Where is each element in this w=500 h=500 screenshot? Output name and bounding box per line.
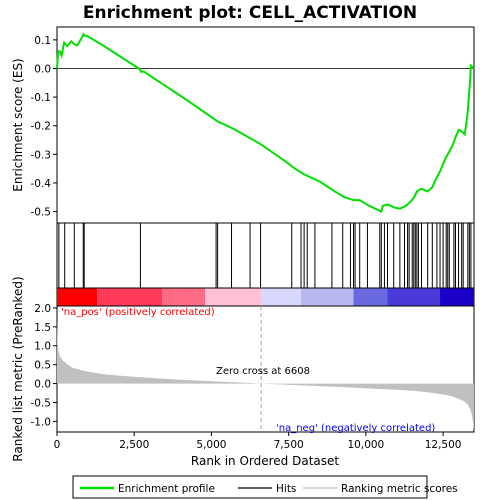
- heat-segment: [261, 288, 302, 306]
- metric-plot-area: [56, 305, 475, 433]
- chart-title: Enrichment plot: CELL_ACTIVATION: [83, 3, 417, 23]
- metric-ytick-label: 1.0: [34, 341, 51, 353]
- x-tick-label: 5,000: [196, 439, 226, 451]
- es-ytick-label: -0.3: [31, 149, 52, 161]
- es-ytick-label: -0.1: [31, 92, 52, 104]
- es-ytick-label: 0.1: [34, 35, 51, 47]
- legend-profile-label: Enrichment profile: [118, 483, 215, 495]
- es-panel: 0.1 0.0 -0.1 -0.2 -0.3 -0.4 -0.5: [31, 26, 475, 224]
- legend: Enrichment profile Hits Ranking metric s…: [72, 475, 458, 499]
- legend-box: [72, 475, 428, 499]
- heat-segment: [57, 288, 98, 306]
- heat-segment: [301, 288, 354, 306]
- metric-ytick-label: 0.5: [34, 360, 51, 372]
- metric-ytick-label: -0.5: [31, 397, 52, 409]
- metric-ytick-label: -1.0: [31, 416, 52, 428]
- es-ytick-label: 0.0: [34, 63, 51, 75]
- es-ytick-label: -0.4: [31, 178, 52, 190]
- pos-correlated-label: 'na_pos' (positively correlated): [61, 307, 215, 318]
- heat-segment: [387, 288, 441, 306]
- heat-segment: [353, 288, 388, 306]
- neg-correlated-label: 'na_neg' (negatively correlated): [276, 423, 435, 434]
- es-ytick-label: -0.2: [31, 121, 52, 133]
- x-axis-label: Rank in Ordered Dataset: [191, 454, 339, 468]
- x-tick-label: 10,000: [348, 439, 385, 451]
- zero-cross-label: Zero cross at 6608: [216, 366, 310, 377]
- x-tick-label: 12,500: [425, 439, 462, 451]
- hits-plot-area: [56, 222, 475, 289]
- x-tick-label: 2,500: [119, 439, 149, 451]
- heat-segment: [440, 288, 474, 306]
- es-ylabel: Enrichment score (ES): [11, 58, 25, 191]
- metric-ytick-label: 1.5: [34, 322, 51, 334]
- heat-segment: [97, 288, 163, 306]
- metric-ytick-label: 2.0: [34, 303, 51, 315]
- legend-metric-label: Ranking metric scores: [341, 483, 458, 495]
- metric-ytick-label: 0.0: [34, 379, 51, 391]
- hits-panel: [56, 222, 475, 289]
- enrichment-profile-line: [56, 32, 475, 214]
- metric-ylabel: Ranked list metric (PreRanked): [11, 276, 25, 461]
- x-tick-label: 0: [54, 439, 61, 451]
- heat-segment: [162, 288, 206, 306]
- metric-panel: 2.0 1.5 1.0 0.5 0.0 -0.5 -1.0 'na_pos' (positi…: [31, 303, 475, 434]
- es-ytick-label: -0.5: [31, 207, 52, 219]
- x-tick-label: 7,500: [274, 439, 304, 451]
- legend-hits-label: Hits: [276, 483, 296, 495]
- heat-segment: [205, 288, 262, 306]
- rank-heat-bar: [56, 287, 475, 307]
